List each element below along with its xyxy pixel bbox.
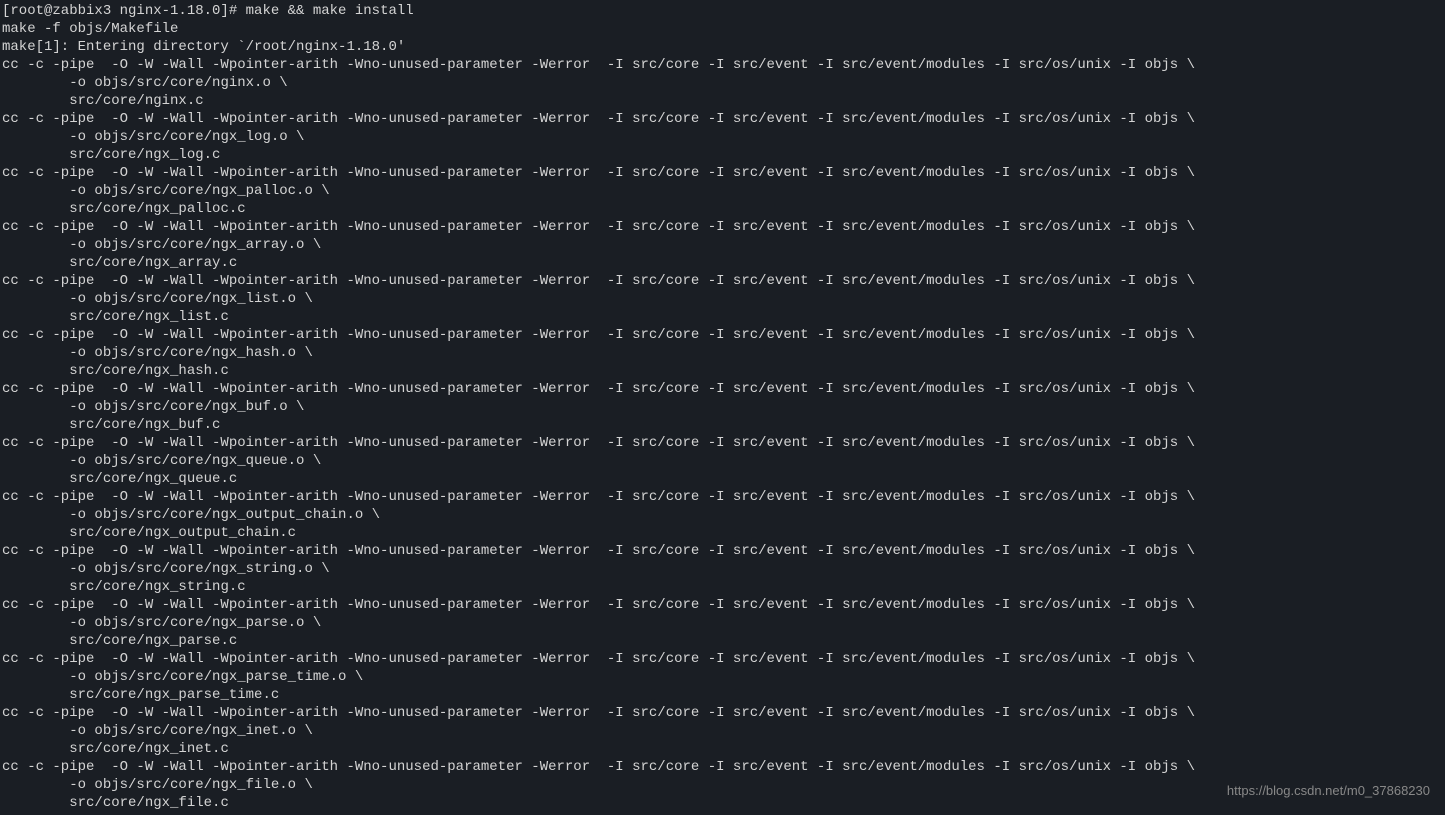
source-file-0: src/core/nginx.c [69,93,203,109]
entering-dir: make[1]: Entering directory `/root/nginx… [2,39,405,55]
cc-line-9: cc -c -pipe -O -W -Wall -Wpointer-arith … [2,543,1195,559]
output-file-7: objs/src/core/ngx_queue.o \ [94,453,321,469]
source-indent-1 [2,147,69,163]
terminal-output: [root@zabbix3 nginx-1.18.0]# make && mak… [2,2,1443,812]
source-indent-9 [2,579,69,595]
output-indent-3: -o [2,237,94,253]
cc-line-3: cc -c -pipe -O -W -Wall -Wpointer-arith … [2,219,1195,235]
output-indent-4: -o [2,291,94,307]
output-file-6: objs/src/core/ngx_buf.o \ [94,399,304,415]
source-file-10: src/core/ngx_parse.c [69,633,237,649]
source-indent-8 [2,525,69,541]
source-indent-6 [2,417,69,433]
output-indent-8: -o [2,507,94,523]
source-file-11: src/core/ngx_parse_time.c [69,687,279,703]
output-file-0: objs/src/core/nginx.o \ [94,75,287,91]
output-indent-10: -o [2,615,94,631]
output-file-12: objs/src/core/ngx_inet.o \ [94,723,312,739]
output-indent-11: -o [2,669,94,685]
output-file-10: objs/src/core/ngx_parse.o \ [94,615,321,631]
output-indent-2: -o [2,183,94,199]
cc-line-5: cc -c -pipe -O -W -Wall -Wpointer-arith … [2,327,1195,343]
output-indent-5: -o [2,345,94,361]
source-indent-12 [2,741,69,757]
source-file-7: src/core/ngx_queue.c [69,471,237,487]
source-file-2: src/core/ngx_palloc.c [69,201,245,217]
source-file-5: src/core/ngx_hash.c [69,363,229,379]
output-file-5: objs/src/core/ngx_hash.o \ [94,345,312,361]
output-file-2: objs/src/core/ngx_palloc.o \ [94,183,329,199]
output-file-11: objs/src/core/ngx_parse_time.o \ [94,669,363,685]
cc-line-8: cc -c -pipe -O -W -Wall -Wpointer-arith … [2,489,1195,505]
source-indent-10 [2,633,69,649]
source-file-13: src/core/ngx_file.c [69,795,229,811]
output-file-9: objs/src/core/ngx_string.o \ [94,561,329,577]
cc-line-10: cc -c -pipe -O -W -Wall -Wpointer-arith … [2,597,1195,613]
source-file-12: src/core/ngx_inet.c [69,741,229,757]
source-file-6: src/core/ngx_buf.c [69,417,220,433]
output-indent-6: -o [2,399,94,415]
source-indent-5 [2,363,69,379]
cc-line-12: cc -c -pipe -O -W -Wall -Wpointer-arith … [2,705,1195,721]
cc-line-6: cc -c -pipe -O -W -Wall -Wpointer-arith … [2,381,1195,397]
prompt: [root@zabbix3 nginx-1.18.0]# [2,3,246,19]
output-file-3: objs/src/core/ngx_array.o \ [94,237,321,253]
source-indent-13 [2,795,69,811]
output-file-8: objs/src/core/ngx_output_chain.o \ [94,507,380,523]
cc-line-4: cc -c -pipe -O -W -Wall -Wpointer-arith … [2,273,1195,289]
source-file-1: src/core/ngx_log.c [69,147,220,163]
source-indent-7 [2,471,69,487]
source-indent-11 [2,687,69,703]
cc-line-2: cc -c -pipe -O -W -Wall -Wpointer-arith … [2,165,1195,181]
cc-line-7: cc -c -pipe -O -W -Wall -Wpointer-arith … [2,435,1195,451]
output-file-13: objs/src/core/ngx_file.o \ [94,777,312,793]
cc-line-11: cc -c -pipe -O -W -Wall -Wpointer-arith … [2,651,1195,667]
source-indent-3 [2,255,69,271]
cc-line-1: cc -c -pipe -O -W -Wall -Wpointer-arith … [2,111,1195,127]
command: make && make install [246,3,414,19]
output-file-4: objs/src/core/ngx_list.o \ [94,291,312,307]
output-indent-12: -o [2,723,94,739]
cc-line-0: cc -c -pipe -O -W -Wall -Wpointer-arith … [2,57,1195,73]
source-indent-0 [2,93,69,109]
output-indent-9: -o [2,561,94,577]
output-indent-13: -o [2,777,94,793]
output-file-1: objs/src/core/ngx_log.o \ [94,129,304,145]
source-indent-4 [2,309,69,325]
cc-line-13: cc -c -pipe -O -W -Wall -Wpointer-arith … [2,759,1195,775]
output-indent-1: -o [2,129,94,145]
make-line: make -f objs/Makefile [2,21,178,37]
source-file-3: src/core/ngx_array.c [69,255,237,271]
source-indent-2 [2,201,69,217]
watermark: https://blog.csdn.net/m0_37868230 [1227,782,1430,800]
output-indent-7: -o [2,453,94,469]
source-file-8: src/core/ngx_output_chain.c [69,525,296,541]
output-indent-0: -o [2,75,94,91]
source-file-9: src/core/ngx_string.c [69,579,245,595]
source-file-4: src/core/ngx_list.c [69,309,229,325]
